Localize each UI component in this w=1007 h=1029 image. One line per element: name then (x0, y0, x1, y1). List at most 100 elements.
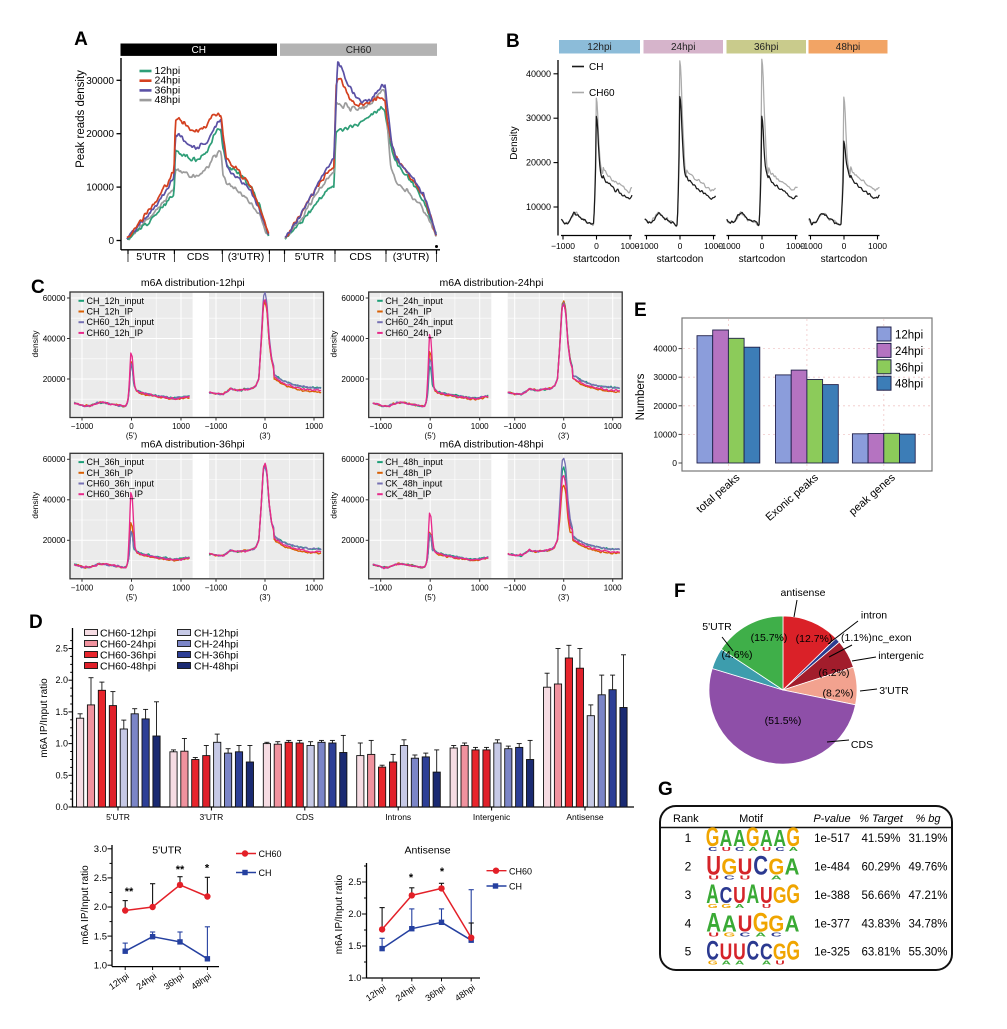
svg-text:36hpi: 36hpi (155, 84, 181, 96)
svg-text:(3'UTR): (3'UTR) (228, 251, 264, 263)
svg-text:CDS: CDS (296, 812, 314, 822)
svg-text:G: G (753, 908, 769, 938)
svg-text:CH-36hpi: CH-36hpi (194, 650, 238, 662)
svg-text:|: | (334, 252, 336, 263)
svg-text:30000: 30000 (526, 113, 551, 123)
svg-text:1000: 1000 (305, 422, 323, 431)
svg-text:−1000: −1000 (717, 241, 741, 251)
svg-text:CH_36h_IP: CH_36h_IP (87, 468, 134, 478)
svg-text:49.76%: 49.76% (908, 862, 947, 874)
svg-text:CH_48h_IP: CH_48h_IP (385, 468, 432, 478)
svg-text:G: G (786, 935, 800, 966)
svg-text:(3'): (3') (558, 432, 570, 441)
svg-text:|: | (435, 252, 437, 263)
svg-text:G: G (708, 903, 718, 909)
svg-text:−1000: −1000 (551, 241, 575, 251)
svg-text:C: C (720, 883, 733, 909)
svg-text:**: ** (176, 864, 185, 876)
svg-text:(6.2%): (6.2%) (819, 667, 850, 679)
svg-text:CH: CH (259, 868, 272, 878)
svg-text:40000: 40000 (526, 69, 551, 79)
svg-text:55.30%: 55.30% (908, 947, 947, 959)
svg-text:U: U (733, 883, 746, 909)
svg-text:48hpi: 48hpi (155, 94, 181, 106)
svg-text:CH60: CH60 (589, 88, 615, 99)
svg-text:−1000: −1000 (503, 422, 526, 431)
svg-text:0: 0 (263, 422, 268, 431)
svg-text:20000: 20000 (43, 536, 66, 545)
svg-text:F: F (674, 581, 686, 602)
svg-text:A: A (789, 846, 798, 852)
svg-text:40000: 40000 (653, 344, 677, 354)
svg-text:34.78%: 34.78% (908, 919, 947, 931)
svg-text:G: G (708, 960, 718, 966)
svg-text:A: A (733, 826, 746, 852)
svg-text:5'UTR: 5'UTR (702, 621, 732, 633)
svg-text:U: U (708, 932, 719, 938)
svg-text:10000: 10000 (86, 183, 114, 194)
svg-text:2.5: 2.5 (94, 873, 107, 884)
svg-text:A: A (748, 846, 757, 852)
svg-text:G: G (773, 939, 787, 965)
svg-text:0: 0 (842, 241, 847, 251)
svg-text:A: A (747, 878, 760, 909)
svg-text:−1000: −1000 (369, 583, 392, 592)
svg-text:|: | (127, 252, 129, 263)
svg-text:2: 2 (685, 860, 692, 874)
svg-text:(12.7%): (12.7%) (796, 633, 833, 645)
svg-text:A: A (706, 908, 721, 938)
svg-text:density: density (30, 330, 40, 358)
svg-text:CDS: CDS (349, 251, 371, 263)
svg-text:U: U (720, 939, 733, 965)
svg-text:m6A IP/Input ratio: m6A IP/Input ratio (334, 874, 345, 954)
svg-text:43.83%: 43.83% (861, 919, 900, 931)
svg-text:1.0: 1.0 (94, 960, 107, 971)
svg-text:CH60_12h_IP: CH60_12h_IP (87, 328, 144, 338)
svg-text:G: G (721, 903, 731, 909)
svg-text:30000: 30000 (86, 76, 114, 87)
svg-text:2.0: 2.0 (94, 902, 107, 913)
svg-text:U: U (708, 875, 719, 881)
svg-text:G: G (746, 821, 760, 852)
svg-text:% bg: % bg (915, 813, 941, 825)
svg-text:0: 0 (428, 422, 433, 431)
svg-text:0: 0 (561, 422, 566, 431)
svg-text:U: U (760, 883, 773, 909)
svg-text:CH_24h_IP: CH_24h_IP (385, 307, 432, 317)
svg-text:−1000: −1000 (71, 583, 94, 592)
svg-text:1e-388: 1e-388 (814, 890, 850, 902)
svg-text:CH60_24h_input: CH60_24h_input (385, 317, 453, 327)
svg-text:20000: 20000 (653, 401, 677, 411)
svg-text:C: C (708, 846, 717, 852)
svg-text:A: A (706, 878, 719, 909)
svg-text:Introns: Introns (385, 812, 411, 822)
svg-text:A: A (722, 910, 737, 937)
svg-text:1000: 1000 (621, 241, 640, 251)
svg-text:12hpi: 12hpi (895, 330, 923, 342)
svg-text:CH60-36hpi: CH60-36hpi (100, 650, 156, 662)
svg-text:1000: 1000 (471, 583, 489, 592)
svg-text:A: A (735, 960, 744, 966)
svg-text:41.59%: 41.59% (861, 833, 900, 845)
svg-text:m6A distribution-36hpi: m6A distribution-36hpi (141, 438, 245, 450)
svg-text:CDS: CDS (187, 251, 209, 263)
svg-text:CH_12h_input: CH_12h_input (87, 296, 145, 306)
svg-text:C: C (724, 875, 735, 881)
svg-text:startcodon: startcodon (739, 254, 786, 265)
svg-text:5'UTR: 5'UTR (295, 251, 325, 263)
svg-text:(3'): (3') (259, 432, 271, 441)
svg-text:1.5: 1.5 (94, 931, 107, 942)
svg-text:U: U (706, 851, 721, 881)
svg-text:G: G (786, 821, 800, 852)
svg-text:CDS: CDS (851, 739, 873, 751)
svg-text:1000: 1000 (604, 422, 622, 431)
svg-text:CH60: CH60 (346, 45, 372, 56)
svg-text:m6A distribution-24hpi: m6A distribution-24hpi (440, 277, 544, 289)
svg-text:A: A (755, 932, 766, 938)
svg-text:0: 0 (561, 583, 566, 592)
svg-text:40000: 40000 (341, 334, 364, 343)
svg-text:1000: 1000 (172, 583, 190, 592)
svg-text:CH60_12h_input: CH60_12h_input (87, 317, 155, 327)
svg-text:1000: 1000 (868, 241, 887, 251)
svg-text:−1000: −1000 (205, 422, 228, 431)
